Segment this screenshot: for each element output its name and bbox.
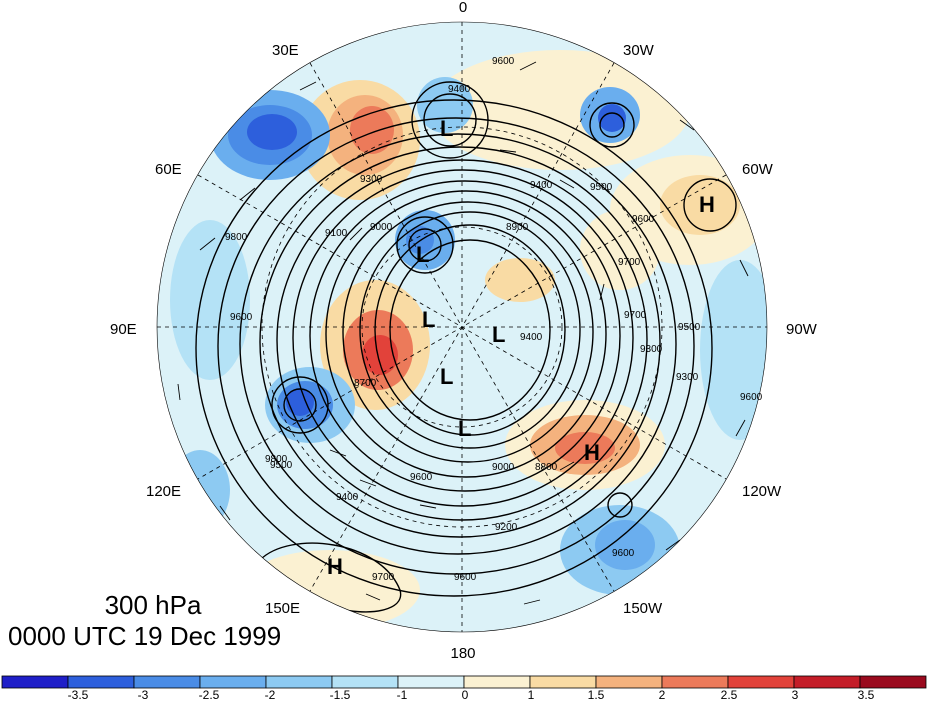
high-symbol: H — [584, 440, 600, 465]
title-block: 300 hPa 0000 UTC 19 Dec 1999 — [8, 590, 308, 652]
contour-label: 9700 — [624, 310, 647, 321]
colorbar-ticks: -3.5 -3 -2.5 -2 -1.5 -1 0 1 1.5 2 2.5 3 … — [68, 688, 875, 702]
colorbar-swatch — [859, 675, 927, 689]
wind-barbs — [177, 61, 749, 605]
contour-label: 9400 — [336, 492, 359, 503]
colorbar-boxes — [1, 675, 927, 689]
valid-time-title: 0000 UTC 19 Dec 1999 — [8, 621, 282, 651]
colorbar-swatch — [529, 675, 597, 689]
high-symbol: H — [327, 554, 343, 579]
contour-label: 9300 — [360, 174, 383, 185]
colorbar-swatch — [595, 675, 663, 689]
lon-label-90e: 90E — [110, 321, 137, 338]
colorbar-tick: -3.5 — [68, 688, 89, 702]
lon-label-60w: 60W — [742, 161, 774, 178]
map-boundary — [156, 21, 768, 633]
colorbar-swatch — [67, 675, 135, 689]
lon-label-90w: 90W — [786, 321, 818, 338]
colorbar-swatch — [133, 675, 201, 689]
contour-label: 8800 — [535, 462, 558, 473]
contour-label: 9600 — [454, 572, 477, 583]
contour-label: 9100 — [325, 228, 348, 239]
contour-label: 9700 — [372, 572, 395, 583]
contour-label: 9300 — [640, 344, 663, 355]
colorbar: -3.5 -3 -2.5 -2 -1.5 -1 0 1 1.5 2 2.5 3 … — [1, 675, 927, 702]
colorbar-swatch — [199, 675, 267, 689]
contour-label: 9800 — [225, 232, 248, 243]
colorbar-tick: 1 — [528, 688, 535, 702]
colorbar-swatch — [265, 675, 333, 689]
contour-label: 9600 — [632, 214, 655, 225]
colorbar-tick: 2 — [659, 688, 666, 702]
pressure-level-title: 300 hPa — [104, 590, 202, 620]
anomaly-shading — [170, 50, 767, 630]
contour-label: 9600 — [612, 548, 635, 559]
contour-label: 9000 — [492, 462, 515, 473]
contour-label: 9200 — [495, 522, 518, 533]
contour-label: 9600 — [410, 472, 433, 483]
colorbar-tick: -3 — [138, 688, 149, 702]
contour-label: 9600 — [740, 392, 763, 403]
colorbar-tick: -2.5 — [199, 688, 220, 702]
colorbar-tick: -1.5 — [330, 688, 351, 702]
low-symbol: L — [440, 116, 453, 141]
contour-label-layer: 9600 9400 9500 9400 9600 9300 9100 9000 … — [225, 56, 763, 583]
lon-label-150w: 150W — [623, 600, 663, 617]
low-symbol: L — [422, 307, 435, 332]
lon-label-0: 0 — [459, 0, 467, 16]
colorbar-swatch — [793, 675, 861, 689]
high-symbol: H — [699, 192, 715, 217]
lon-label-180: 180 — [450, 645, 475, 662]
colorbar-swatch — [661, 675, 729, 689]
contour-label: 9500 — [678, 322, 701, 333]
pressure-centers: L L L L L L H H H — [327, 116, 715, 579]
contour-label: 8700 — [354, 378, 377, 389]
colorbar-swatch — [463, 675, 531, 689]
low-symbol: L — [458, 416, 471, 441]
contour-label: 9400 — [520, 332, 543, 343]
colorbar-tick: -2 — [265, 688, 276, 702]
contour-label: 9500 — [590, 182, 613, 193]
lon-label-120e: 120E — [146, 483, 181, 500]
contour-label: 9000 — [370, 222, 393, 233]
lon-label-120w: 120W — [742, 483, 782, 500]
contour-label: 9300 — [676, 372, 699, 383]
lon-label-60e: 60E — [155, 161, 182, 178]
colorbar-swatch — [397, 675, 465, 689]
colorbar-tick: -1 — [397, 688, 408, 702]
contour-label: 9400 — [530, 180, 553, 191]
longitude-labels: 0 30W 60W 90W 120W 150W 180 150E 120E 90… — [110, 0, 818, 662]
contour-label: 9500 — [270, 460, 293, 471]
contour-label: 9600 — [492, 56, 515, 67]
colorbar-tick: 1.5 — [588, 688, 605, 702]
colorbar-tick: 3.5 — [858, 688, 875, 702]
map-disk — [157, 22, 767, 632]
contour-label: 9600 — [230, 312, 253, 323]
low-symbol: L — [416, 242, 429, 267]
colorbar-swatch — [1, 675, 69, 689]
colorbar-swatch — [331, 675, 399, 689]
low-symbol: L — [440, 364, 453, 389]
lon-label-150e: 150E — [265, 600, 300, 617]
lon-label-30w: 30W — [623, 42, 655, 59]
colorbar-swatch — [727, 675, 795, 689]
contour-label: 8900 — [506, 222, 529, 233]
contour-label: 9700 — [618, 257, 641, 268]
colorbar-tick: 0 — [462, 688, 469, 702]
low-symbol: L — [492, 322, 505, 347]
contour-label: 9400 — [448, 84, 471, 95]
contour-label: 9800 — [265, 454, 288, 465]
colorbar-tick: 3 — [792, 688, 799, 702]
graticule — [157, 22, 767, 632]
colorbar-tick: 2.5 — [721, 688, 738, 702]
lon-label-30e: 30E — [272, 42, 299, 59]
